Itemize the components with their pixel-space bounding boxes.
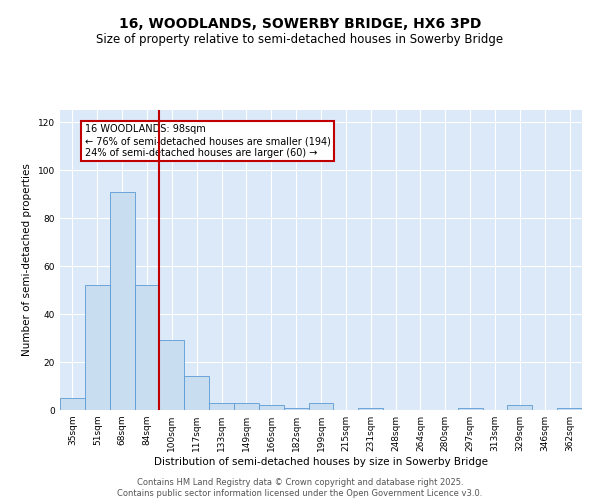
Bar bbox=[184, 376, 209, 410]
Bar bbox=[110, 192, 134, 410]
Bar bbox=[358, 408, 383, 410]
Text: 16, WOODLANDS, SOWERBY BRIDGE, HX6 3PD: 16, WOODLANDS, SOWERBY BRIDGE, HX6 3PD bbox=[119, 18, 481, 32]
Text: 16 WOODLANDS: 98sqm
← 76% of semi-detached houses are smaller (194)
24% of semi-: 16 WOODLANDS: 98sqm ← 76% of semi-detach… bbox=[85, 124, 331, 158]
Bar bbox=[160, 340, 184, 410]
Bar bbox=[259, 405, 284, 410]
X-axis label: Distribution of semi-detached houses by size in Sowerby Bridge: Distribution of semi-detached houses by … bbox=[154, 457, 488, 467]
Bar bbox=[458, 408, 482, 410]
Text: Size of property relative to semi-detached houses in Sowerby Bridge: Size of property relative to semi-detach… bbox=[97, 32, 503, 46]
Bar bbox=[60, 398, 85, 410]
Bar bbox=[508, 405, 532, 410]
Text: Contains HM Land Registry data © Crown copyright and database right 2025.
Contai: Contains HM Land Registry data © Crown c… bbox=[118, 478, 482, 498]
Bar bbox=[284, 408, 308, 410]
Bar bbox=[234, 403, 259, 410]
Bar bbox=[308, 403, 334, 410]
Bar bbox=[85, 285, 110, 410]
Bar bbox=[557, 408, 582, 410]
Y-axis label: Number of semi-detached properties: Number of semi-detached properties bbox=[22, 164, 32, 356]
Bar bbox=[134, 285, 160, 410]
Bar bbox=[209, 403, 234, 410]
